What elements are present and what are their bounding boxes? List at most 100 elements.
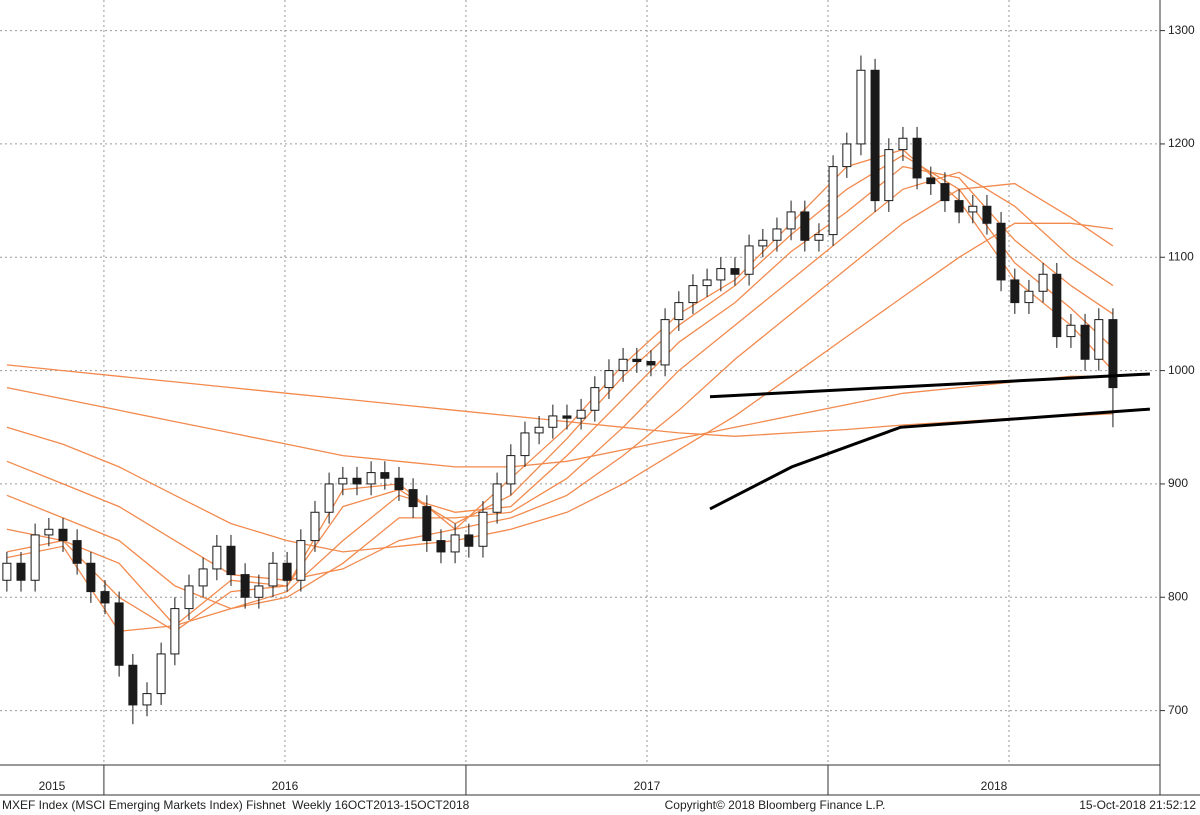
y-tick-label: 800 [1168,589,1188,603]
x-tick-label: 2015 [39,779,66,793]
candle-body [744,245,754,275]
candle-body [702,279,712,287]
candle-body [128,664,138,706]
y-tick-label: 700 [1168,703,1188,717]
candle-body [436,540,446,553]
candle-body [996,222,1006,281]
candle-body [212,545,222,570]
candle-body [30,534,40,581]
candle-body [814,234,824,241]
candle-body [856,69,866,145]
candle-body [422,506,432,542]
candle-body [1052,273,1062,338]
fishnet-line [6,222,1113,553]
candle-body [786,211,796,230]
candle-body [772,228,782,241]
candle-body [534,426,544,434]
candle-body [940,183,950,202]
candle-body [548,415,558,428]
candle-body [1108,319,1118,389]
candle-body [72,540,82,564]
candle-body [590,387,600,411]
candle-body [44,528,54,536]
candle-body [632,358,642,363]
candle-body [86,562,96,593]
candle-body [828,166,838,236]
candle-body [324,483,334,513]
trend-line [709,407,1151,511]
fishnet-line [6,375,1113,468]
fishnet-line [6,171,1114,610]
candle-body [450,534,460,553]
candle-body [898,137,908,151]
x-tick-label: 2017 [634,779,661,793]
candle-body [842,143,852,168]
x-tick-label: 2018 [981,779,1008,793]
candle-body [1080,324,1090,360]
candle-body [506,455,516,485]
candle-body [954,200,964,213]
y-tick-label: 1000 [1168,363,1195,377]
candle-body [576,409,586,419]
candle-body [338,477,348,485]
candle-body [646,361,656,366]
candle-body [716,268,726,281]
trend-line [709,372,1150,399]
candle-body [912,137,922,179]
x-tick-label: 2016 [272,779,299,793]
candle-body [870,69,880,202]
candle-body [408,489,418,508]
candle-body [464,534,474,547]
candle-body [758,239,768,247]
candle-body [618,358,628,372]
candle-body [170,608,180,655]
candle-body [198,568,208,587]
candle-body [1094,319,1104,360]
candle-body [604,370,614,389]
candle-body [352,477,362,485]
chart-title: MXEF Index (MSCI Emerging Markets Index)… [2,798,470,812]
y-tick-label: 1200 [1168,136,1195,150]
candle-body [100,591,110,604]
candle-body [156,653,166,695]
candle-body [492,483,502,513]
candle-body [884,149,894,202]
candle-body [380,472,390,479]
candle-body [184,585,194,610]
candle-body [688,285,698,304]
candle-body [674,302,684,321]
y-tick-label: 1300 [1168,23,1195,37]
candle-body [730,268,740,275]
candle-body [1038,273,1048,292]
candle-body [982,205,992,224]
candle-body [226,545,236,576]
candle-body [1024,290,1034,304]
y-tick-label: 900 [1168,476,1188,490]
candle-body [254,585,264,598]
fishnet-line [6,165,1114,627]
candle-body [800,211,810,241]
timestamp: 15-Oct-2018 21:52:12 [1079,798,1196,812]
candle-body [394,477,404,491]
candle-body [520,432,530,457]
candle-body [366,472,376,485]
candle-body [1066,324,1076,338]
candle-body [926,177,936,185]
copyright: Copyright© 2018 Bloomberg Finance L.P. [665,798,886,812]
candle-body [16,562,26,581]
candle-body [2,562,12,581]
candle-body [142,693,152,706]
y-tick-label: 1100 [1168,249,1194,263]
candle-body [282,562,292,581]
candle-body [1010,279,1020,304]
candle-body [968,205,978,213]
candle-body [58,528,68,542]
candle-body [660,319,670,366]
candle-body [268,562,278,587]
candle-body [562,415,572,419]
candle-body [478,511,488,547]
fishnet-line [6,182,1114,581]
candle-body [310,511,320,542]
